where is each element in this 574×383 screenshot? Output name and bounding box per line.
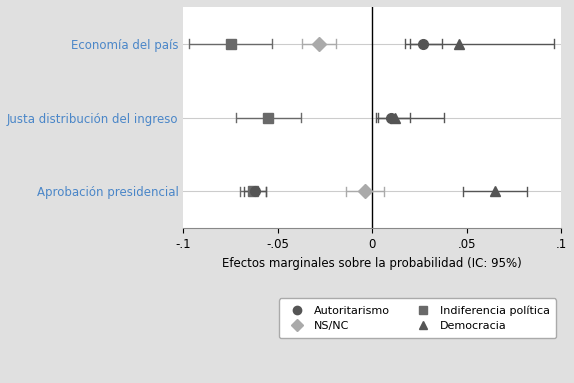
X-axis label: Efectos marginales sobre la probabilidad (IC: 95%): Efectos marginales sobre la probabilidad… bbox=[223, 257, 522, 270]
Legend: Autoritarismo, NS/NC, Indiferencia política, Democracia: Autoritarismo, NS/NC, Indiferencia polít… bbox=[279, 298, 556, 338]
